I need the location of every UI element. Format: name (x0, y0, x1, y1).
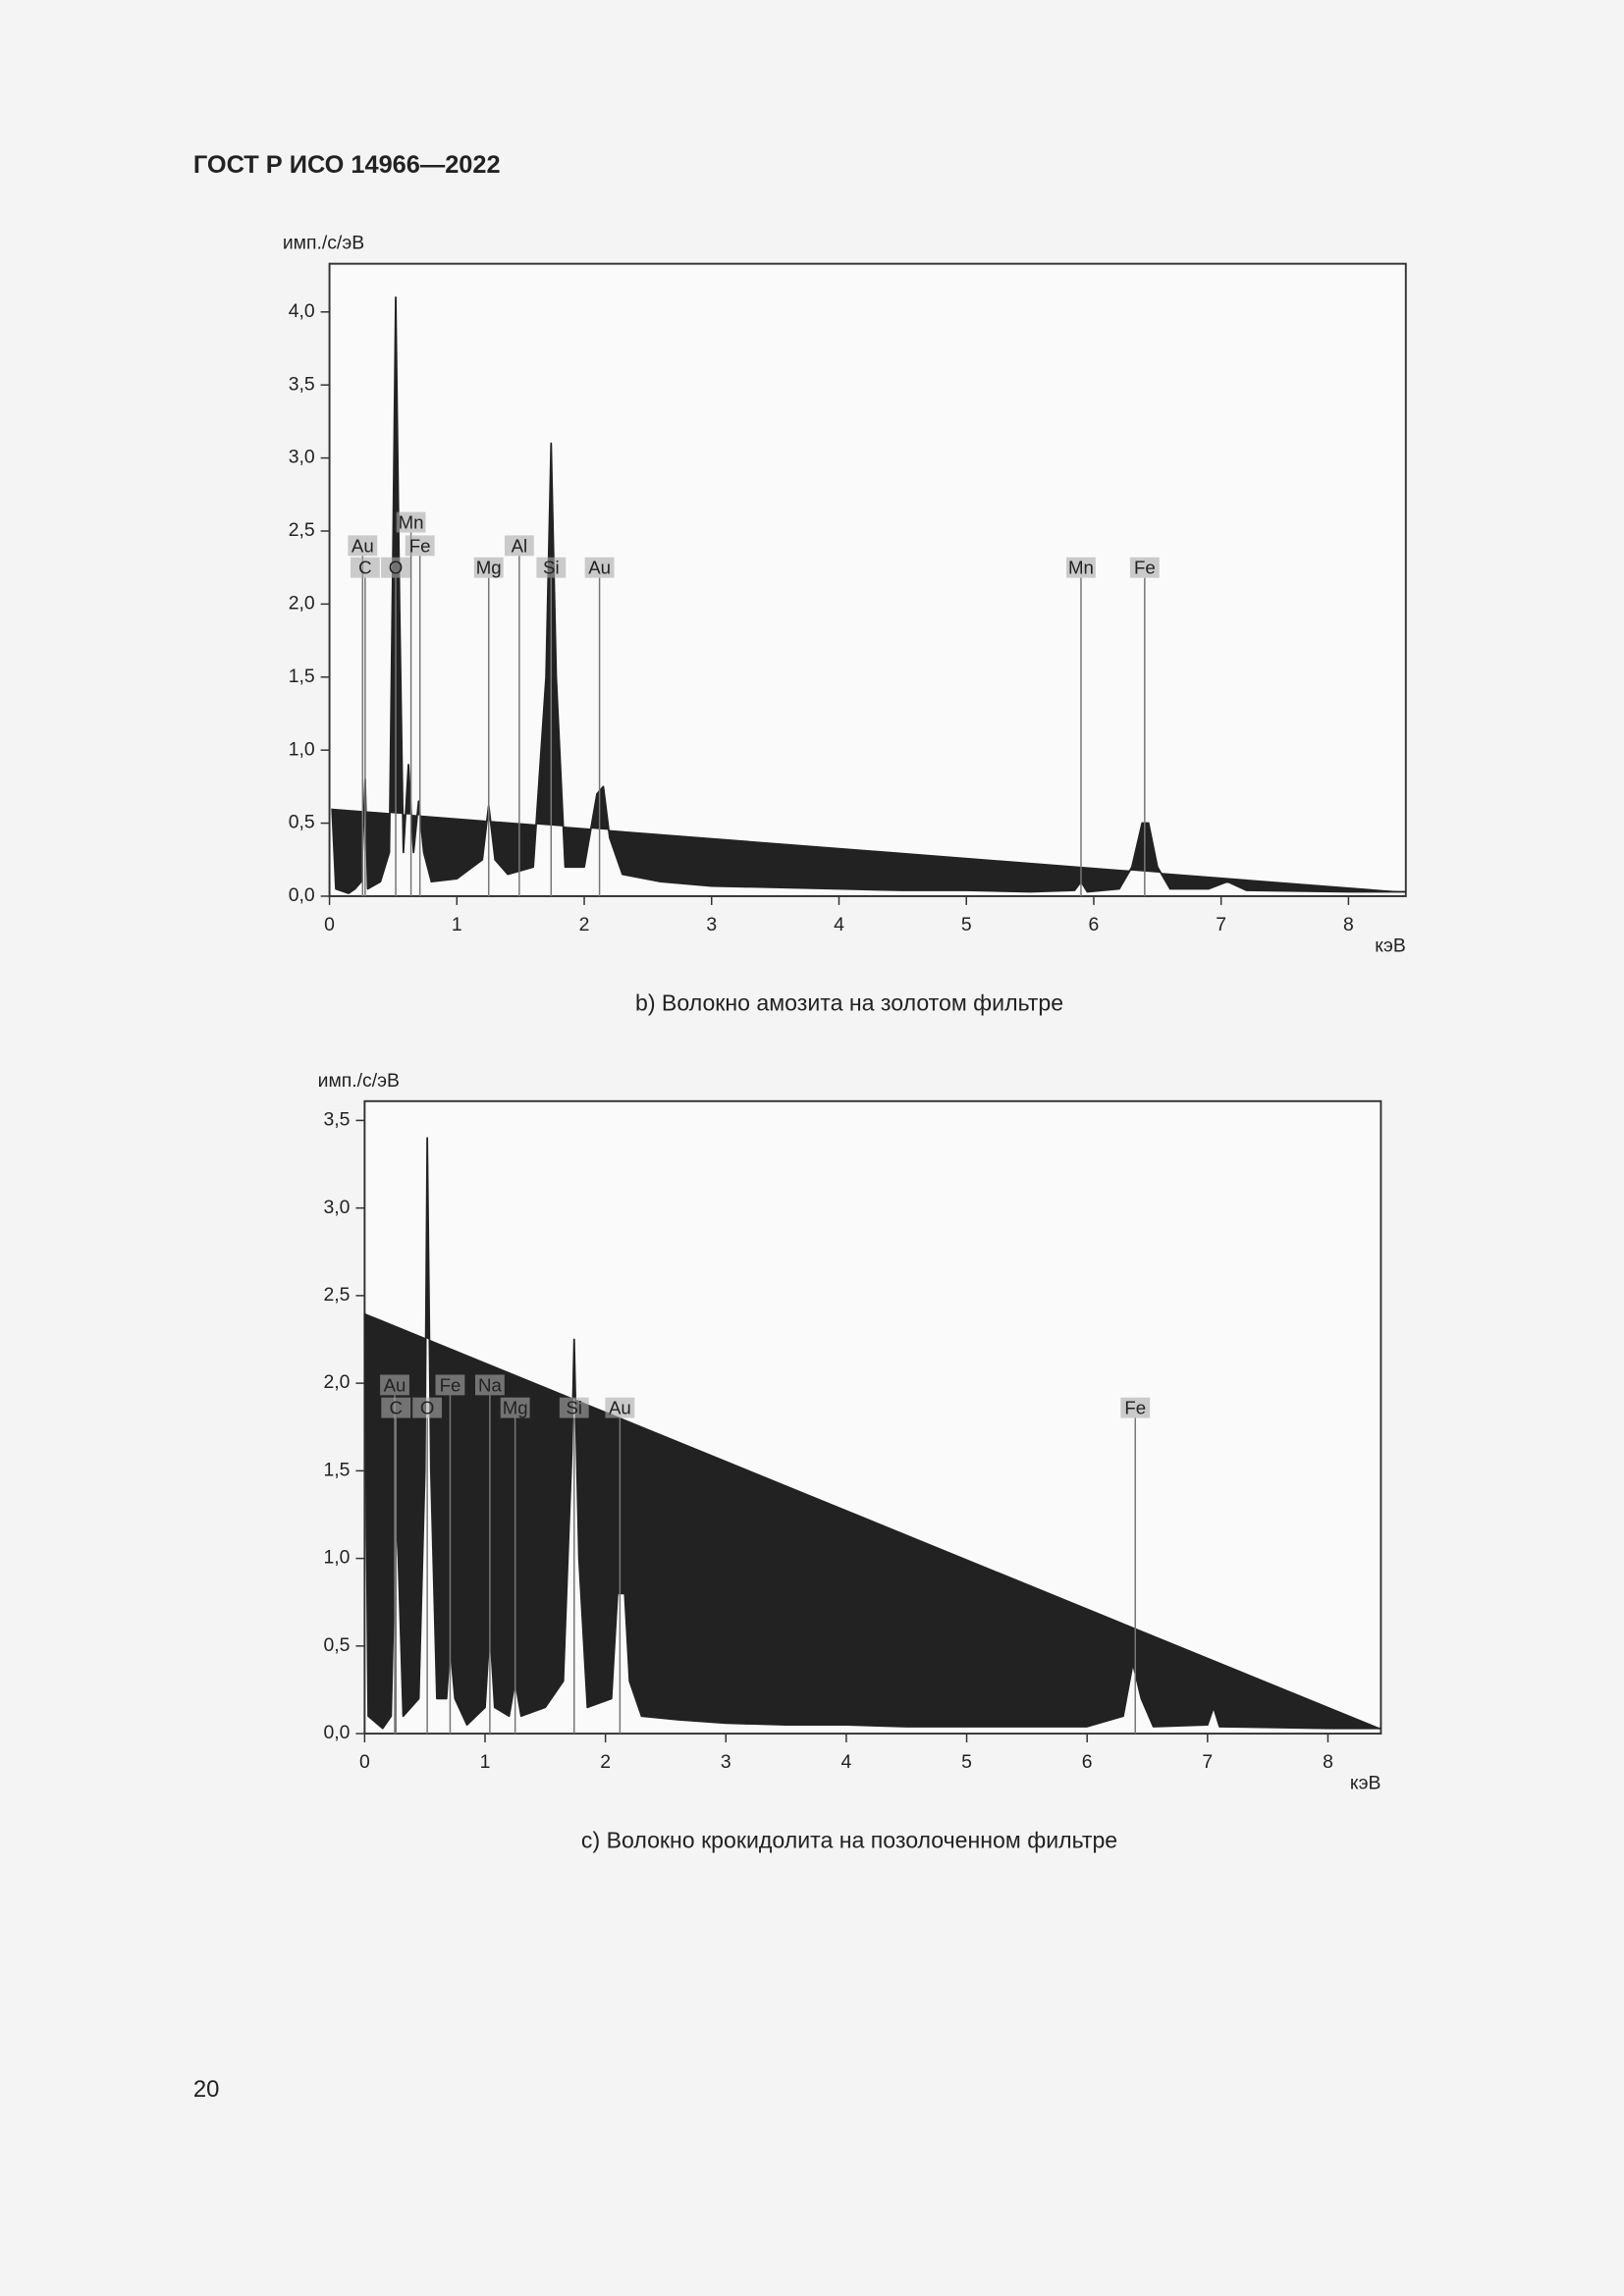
y-tick-label: 3,5 (324, 1109, 351, 1131)
element-label-box (350, 557, 380, 578)
x-tick-label: 5 (961, 1751, 972, 1773)
y-tick-label: 1,0 (289, 738, 315, 760)
x-tick-label: 1 (480, 1751, 491, 1773)
caption: b) Волокно амозита на золотом фильтре (635, 989, 1063, 1015)
x-tick-label: 3 (706, 914, 717, 935)
element-label: Si (566, 1398, 582, 1418)
element-label: C (390, 1398, 403, 1418)
y-tick-label: 1,5 (324, 1459, 351, 1480)
y-tick-label: 1,0 (324, 1547, 351, 1569)
element-label: C (358, 558, 371, 578)
page-number: 20 (193, 2076, 220, 2103)
x-tick-label: 0 (324, 914, 335, 935)
element-label: Au (609, 1398, 631, 1418)
element-label-box (473, 557, 504, 578)
element-label-box (1120, 1397, 1151, 1418)
y-tick-label: 3,0 (324, 1197, 351, 1218)
element-label-box (504, 535, 534, 557)
element-label-box (396, 511, 426, 533)
x-tick-label: 0 (359, 1751, 370, 1773)
y-tick-label: 2,5 (289, 519, 315, 541)
plot-frame (328, 262, 1407, 897)
element-label: Fe (440, 1374, 461, 1395)
element-label: Mn (1068, 558, 1094, 578)
element-label-box (500, 1397, 530, 1418)
y-tick-label: 0,0 (289, 884, 315, 906)
y-tick-label: 3,0 (289, 447, 315, 468)
x-tick-label: 7 (1216, 914, 1226, 935)
element-label: Fe (1124, 1398, 1146, 1418)
y-tick-label: 2,0 (324, 1371, 351, 1393)
x-tick-label: 4 (834, 914, 844, 935)
spectrum (331, 296, 1406, 894)
element-label: O (420, 1398, 435, 1418)
element-label: O (389, 558, 404, 578)
y-tick-label: 0,0 (324, 1722, 351, 1743)
y-tick-label: 2,0 (289, 593, 315, 614)
x-tick-label: 7 (1202, 1751, 1213, 1773)
y-tick-label: 0,5 (289, 812, 315, 833)
x-axis-label: кэВ (1350, 1773, 1381, 1794)
element-label: Au (352, 535, 374, 556)
y-tick-label: 2,5 (324, 1284, 351, 1306)
element-label-box (435, 1374, 465, 1396)
y-tick-label: 0,5 (324, 1634, 351, 1656)
element-label: Fe (409, 535, 431, 556)
element-label-box (559, 1397, 589, 1418)
x-tick-label: 6 (1082, 1751, 1093, 1773)
element-label: Mg (476, 558, 502, 578)
y-axis-label: имп./с/эВ (283, 233, 364, 254)
x-tick-label: 8 (1323, 1751, 1333, 1773)
element-label-box (474, 1374, 505, 1396)
element-label-box (381, 557, 410, 578)
x-tick-label: 3 (721, 1751, 731, 1773)
element-label-box (1129, 557, 1160, 578)
x-tick-label: 8 (1343, 914, 1354, 935)
x-tick-label: 6 (1089, 914, 1100, 935)
x-tick-label: 4 (841, 1751, 852, 1773)
caption: c) Волокно крокидолита на позолоченном ф… (581, 1827, 1117, 1852)
element-label-box (584, 557, 615, 578)
element-label-box (348, 535, 378, 557)
element-label: Al (512, 535, 528, 556)
x-tick-label: 2 (579, 914, 590, 935)
x-tick-label: 2 (600, 1751, 611, 1773)
element-label: Mn (399, 511, 424, 532)
y-tick-label: 3,5 (289, 373, 315, 395)
element-label: Mg (503, 1398, 528, 1418)
element-label-box (605, 1397, 635, 1418)
y-axis-label: имп./с/эВ (318, 1070, 400, 1092)
element-label: Na (478, 1374, 502, 1395)
x-tick-label: 5 (961, 914, 972, 935)
header-title: ГОСТ Р ИСО 14966—2022 (193, 151, 501, 179)
element-label: Si (543, 558, 560, 578)
element-label-box (536, 557, 567, 578)
element-label-box (412, 1397, 443, 1418)
element-label-box (405, 535, 435, 557)
y-tick-label: 4,0 (289, 300, 315, 322)
element-label-box (381, 1397, 411, 1418)
element-label-box (1066, 557, 1096, 578)
element-label: Fe (1134, 558, 1156, 578)
element-label-box (380, 1374, 409, 1396)
x-axis-label: кэВ (1375, 935, 1406, 957)
x-tick-label: 1 (452, 914, 462, 935)
y-tick-label: 1,5 (289, 666, 315, 687)
element-label: Au (384, 1374, 406, 1395)
element-label: Au (588, 558, 611, 578)
